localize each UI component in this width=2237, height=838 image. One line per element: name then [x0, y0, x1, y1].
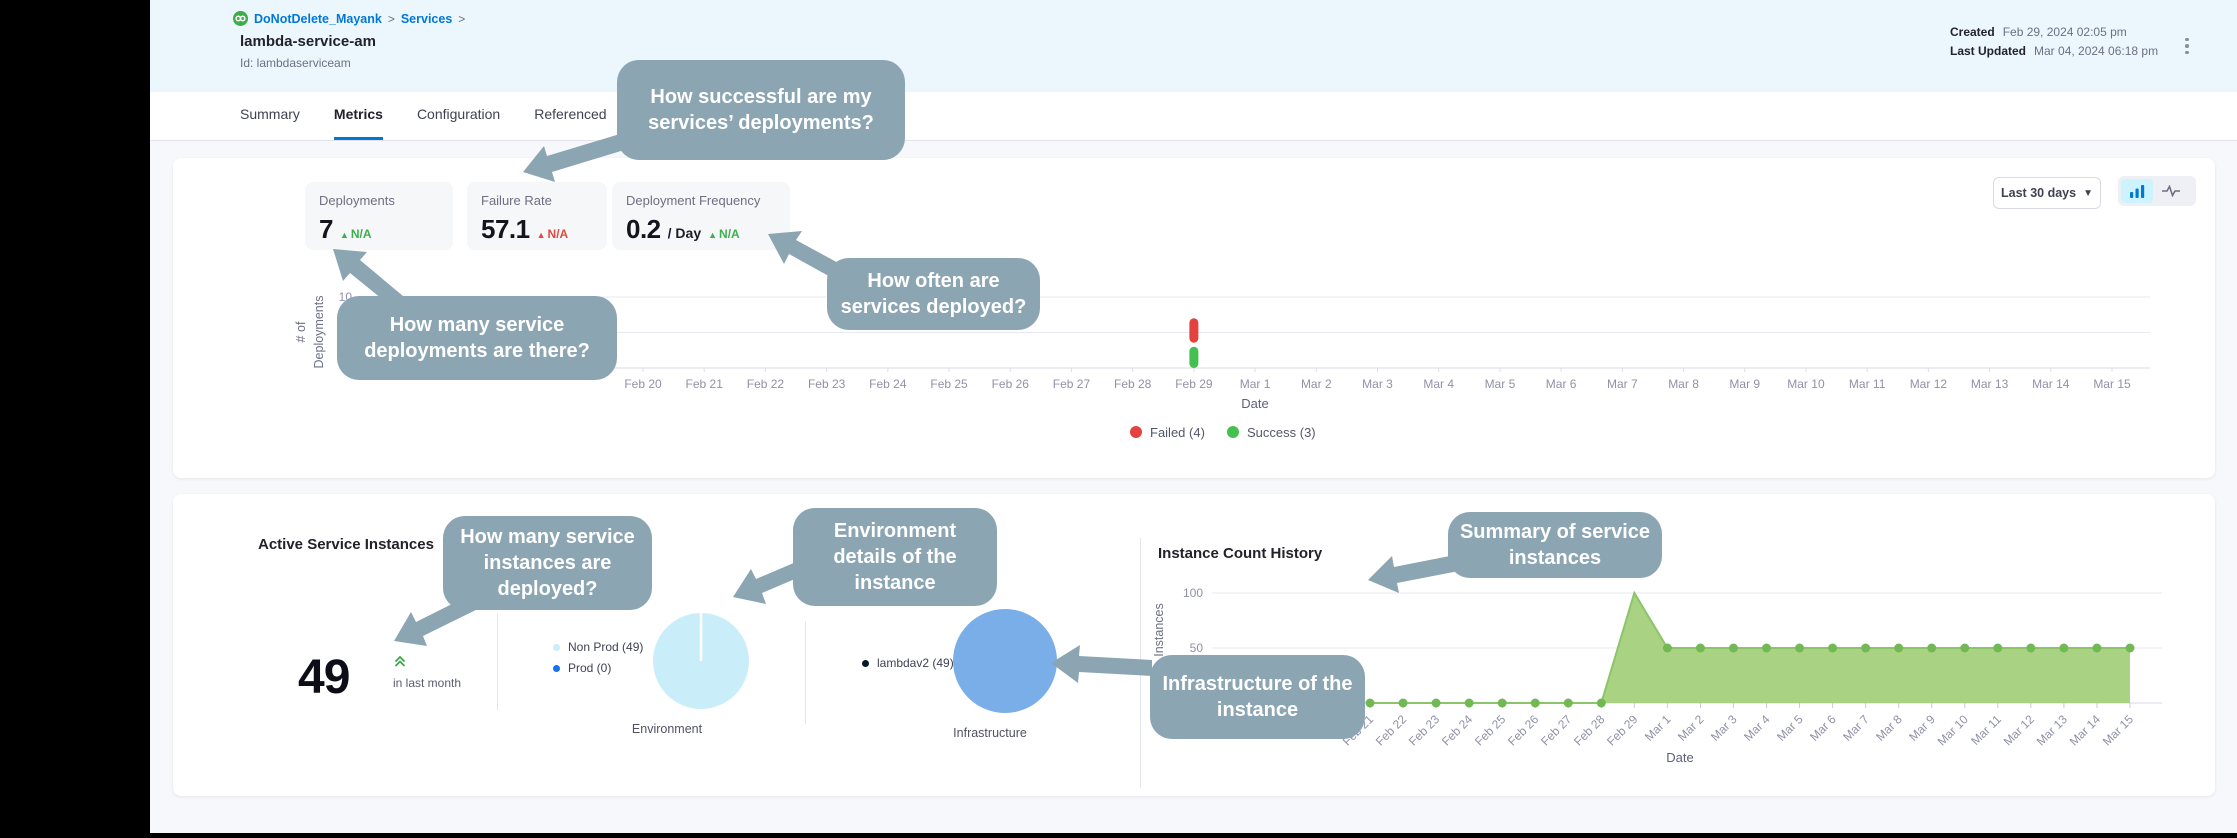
- failure-rate-tile: Failure Rate 57.1 ▲ N/A: [467, 182, 607, 250]
- tabs-row: [150, 92, 2237, 141]
- instance-count-history-title: Instance Count History: [1158, 545, 1323, 562]
- callout-deployment-count: How many service deployments are there?: [337, 296, 617, 380]
- instances-trend-caption: in last month: [393, 676, 462, 690]
- line-chart-toggle-icon[interactable]: [2155, 179, 2187, 203]
- trend-up-icon: ▲: [536, 230, 546, 240]
- divider: [497, 614, 498, 710]
- created-value: Feb 29, 2024 02:05 pm: [2002, 25, 2127, 39]
- divider: [805, 622, 806, 724]
- deployment-frequency-tile: Deployment Frequency 0.2 / Day ▲ N/A: [612, 182, 790, 250]
- time-range-value: Last 30 days: [2001, 186, 2077, 200]
- tab-metrics[interactable]: Metrics: [333, 92, 383, 140]
- trend-up-icon: ▲: [708, 230, 718, 240]
- created-row: Created Feb 29, 2024 02:05 pm: [1950, 23, 2158, 42]
- more-options-icon[interactable]: [2180, 34, 2194, 58]
- trend-badge: ▲ N/A: [708, 227, 740, 241]
- tab-bar: Summary Metrics Configuration Referenced: [240, 92, 607, 140]
- trend-badge: ▲ N/A: [536, 227, 569, 241]
- environment-legend: Non Prod (49) Prod (0): [553, 640, 643, 675]
- project-icon: [233, 11, 248, 26]
- tab-referenced[interactable]: Referenced: [534, 106, 607, 122]
- legend-item-lambdav2: lambdav2 (49): [862, 656, 954, 670]
- updated-row: Last Updated Mar 04, 2024 06:18 pm: [1950, 42, 2158, 61]
- callout-deployment-success: How successful are my services’ deployme…: [617, 60, 905, 160]
- updated-value: Mar 04, 2024 06:18 pm: [2034, 44, 2159, 58]
- divider: [1140, 538, 1141, 788]
- callout-environment: Environment details of the instance: [793, 508, 997, 606]
- page-title: lambda-service-am: [240, 33, 376, 50]
- deployments-value: 7: [319, 214, 333, 244]
- updated-label: Last Updated: [1950, 44, 2027, 58]
- callout-deployment-frequency: How often are services deployed?: [827, 258, 1040, 330]
- infrastructure-legend: lambdav2 (49): [862, 656, 954, 670]
- environment-caption: Environment: [631, 722, 703, 736]
- chart-type-toggle: [2118, 176, 2196, 206]
- legend-item-prod: Prod (0): [553, 661, 643, 675]
- service-meta: Created Feb 29, 2024 02:05 pm Last Update…: [1950, 23, 2158, 61]
- time-range-select[interactable]: Last 30 days ▼: [1993, 177, 2101, 209]
- chevron-down-icon: ▼: [2083, 187, 2093, 199]
- infrastructure-caption: Infrastructure: [953, 726, 1027, 740]
- prod-dot-icon: [553, 664, 560, 672]
- tile-label: Deployments: [319, 193, 395, 208]
- failure-rate-value: 57.1: [481, 214, 530, 244]
- breadcrumb: DoNotDelete_Mayank > Services >: [233, 11, 465, 26]
- tab-summary[interactable]: Summary: [240, 106, 300, 122]
- lambdav2-dot-icon: [862, 659, 869, 667]
- tile-label: Deployment Frequency: [626, 193, 761, 208]
- callout-infrastructure: Infrastructure of the instance: [1150, 655, 1365, 739]
- service-id: Id: lambdaserviceam: [240, 56, 351, 70]
- active-instances-count: 49: [298, 651, 350, 704]
- breadcrumb-services-link[interactable]: Services: [400, 11, 453, 26]
- trend-up-icon: ▲: [339, 230, 349, 240]
- trend-badge: ▲ N/A: [339, 227, 372, 241]
- breadcrumb-separator: >: [458, 11, 466, 26]
- deployment-frequency-value: 0.2: [626, 214, 661, 244]
- frequency-unit: / Day: [667, 225, 702, 241]
- breadcrumb-separator: >: [387, 11, 395, 26]
- deployments-tile: Deployments 7 ▲ N/A: [305, 182, 453, 250]
- tile-label: Failure Rate: [481, 193, 552, 208]
- callout-instance-count: How many service instances are deployed?: [443, 516, 652, 610]
- service-header: [150, 0, 2237, 92]
- created-label: Created: [1950, 25, 1995, 39]
- active-service-instances-title: Active Service Instances: [258, 536, 434, 553]
- double-chevron-up-icon: [394, 655, 406, 667]
- breadcrumb-project-link[interactable]: DoNotDelete_Mayank: [254, 11, 382, 26]
- nonprod-dot-icon: [553, 643, 560, 651]
- legend-item-nonprod: Non Prod (49): [553, 640, 643, 654]
- bar-chart-toggle-icon[interactable]: [2121, 179, 2153, 203]
- instances-trend: in last month: [393, 655, 461, 690]
- tab-configuration[interactable]: Configuration: [416, 106, 501, 122]
- callout-summary: Summary of service instances: [1448, 512, 1662, 578]
